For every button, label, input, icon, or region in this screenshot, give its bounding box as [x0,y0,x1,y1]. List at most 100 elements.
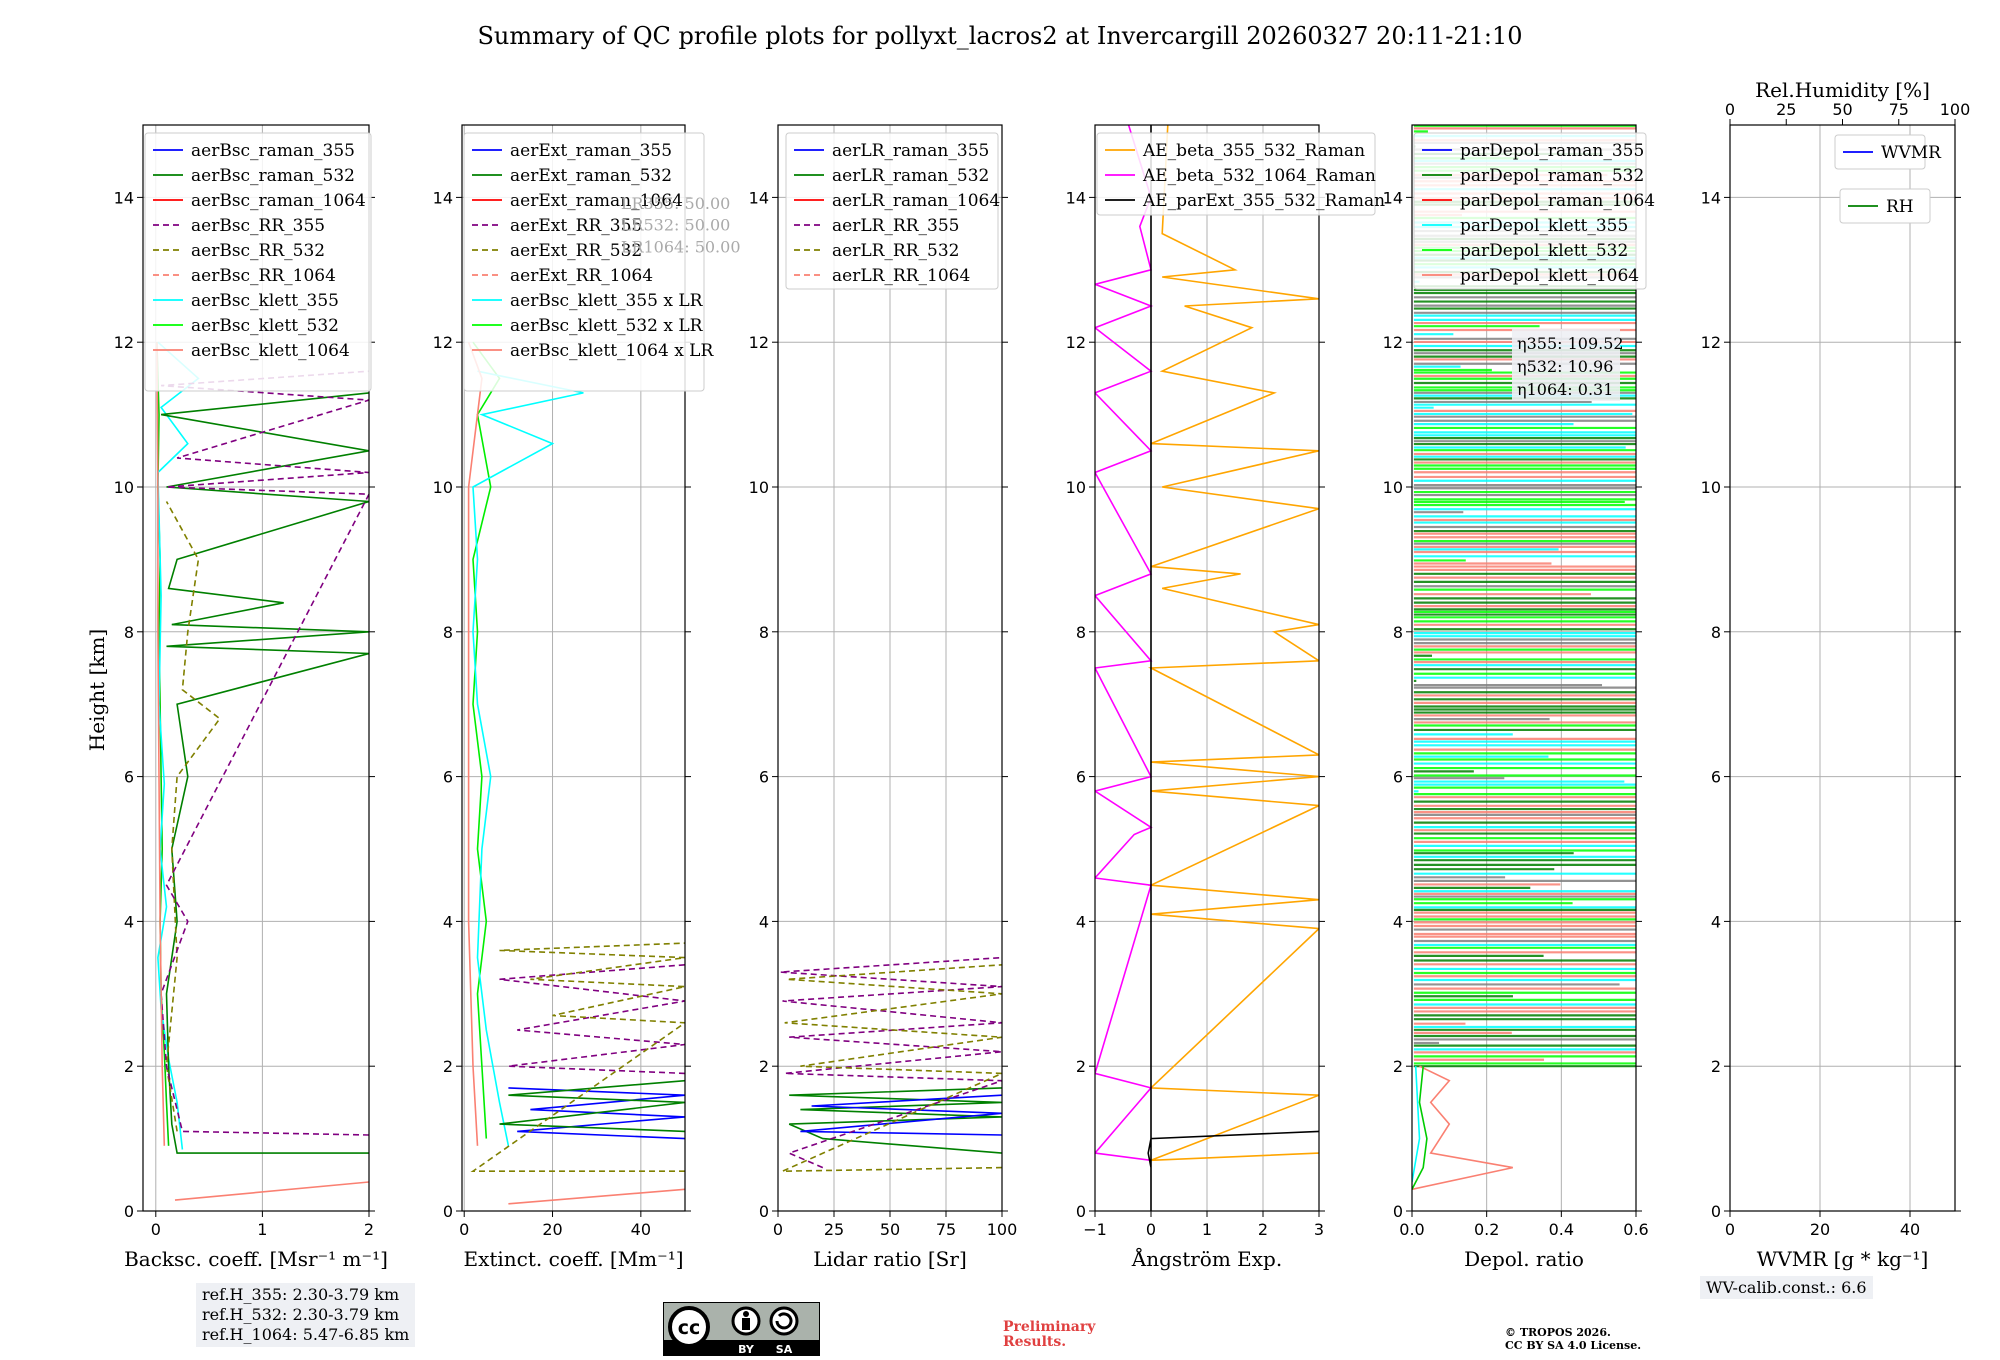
legend-label: parDepol_raman_532 [1460,166,1644,186]
panel-ext: 0 20 40 0 2 4 6 8 10 12 14 Extinct. coeff. [Mm⁻¹] ae… [433,124,741,1271]
legend-label: RH [1886,197,1914,217]
legend-label: aerBsc_RR_532 [191,241,325,261]
legend-label: aerExt_RR_532 [510,241,642,261]
x-tick-label: 40 [631,1220,651,1239]
y-tick-label: 8 [443,623,453,642]
legend-label: aerBsc_raman_532 [191,166,355,186]
legend-label: aerExt_raman_1064 [510,191,683,211]
y-tick-label: 8 [1711,623,1721,642]
y-tick-label: 12 [1383,333,1403,352]
x-tick-label: 0 [151,1220,161,1239]
x-tick-label: 100 [987,1220,1018,1239]
preliminary-line-2: Results. [1003,1334,1067,1350]
x-tick-label: 0 [1146,1220,1156,1239]
ref-line-355: ref.H_355: 2.30-3.79 km [202,1285,400,1304]
sa-icon [769,1306,799,1336]
lidar-ratio-note: LR1064: 50.00 [621,237,741,256]
cc-license-badge: cc BY SA [663,1302,820,1356]
y-tick-label: 4 [124,912,134,931]
series-aerext-rr-532 [470,942,685,1172]
plot-area [1095,125,1319,1211]
lidar-ratio-note: LR532: 50.00 [621,216,731,235]
y-tick-label: 10 [1066,478,1086,497]
y-tick-label: 4 [1076,912,1086,931]
panel-frame [461,124,686,1212]
plot-area [156,341,369,1201]
x-tick-label: 20 [1810,1220,1830,1239]
y-tick-label: 14 [1383,188,1403,207]
legend-label: aerBsc_klett_532 [191,316,339,336]
series-aerext-raman-532 [499,1079,685,1133]
x-tick-label: −1 [1083,1220,1107,1239]
series-aerbsc-raman-1064 [174,1181,369,1201]
y-tick-label: 6 [443,768,453,787]
y-tick-label: 4 [1711,912,1721,931]
y-tick-label: 10 [114,478,134,497]
legend-label: aerBsc_klett_1064 x LR [510,341,714,361]
series-aerext-rr-355 [499,964,685,1075]
y-tick-label: 12 [433,333,453,352]
x2-tick-label: 25 [1776,100,1796,119]
series-aerbsc-klett-532-x-lr [472,341,501,1139]
series-ae-beta-355-532-raman [1147,125,1319,1162]
legend-label: aerLR_RR_355 [832,216,959,236]
series-pardepol-klett-355 [1412,1066,1421,1183]
series-aerbsc-rr-355 [160,370,369,1136]
x-tick-label: 1 [257,1220,267,1239]
x-tick-label: 25 [824,1220,844,1239]
y-tick-label: 0 [124,1202,134,1221]
series-aerbsc-klett-355 [157,341,200,1150]
eta-note: η355: 109.52 [1517,334,1624,353]
panel-frame [1729,124,1956,1212]
y-tick-label: 6 [1393,768,1403,787]
x-tick-label: 0 [773,1220,783,1239]
y-tick-label: 12 [749,333,769,352]
series-ae-parext-355-532-raman [1147,125,1319,1211]
x-tick-label: 20 [542,1220,562,1239]
plot-area [467,341,685,1205]
series-aerbsc-klett-355-x-lr [472,370,584,1146]
legend-box [785,132,999,290]
x2-tick-label: 100 [1940,100,1971,119]
legend-label: aerLR_raman_1064 [832,191,1000,211]
y-tick-label: 10 [1701,478,1721,497]
series-aerlr-raman-532 [788,1087,1002,1154]
y-tick-label: 10 [1383,478,1403,497]
ref-line-532: ref.H_532: 2.30-3.79 km [202,1305,400,1324]
series-aerlr-rr-355 [780,956,1002,1169]
preliminary-results-note: Preliminary Results. [1003,1320,1095,1350]
panel-depol: 0.0 0.2 0.4 0.6 0 2 4 6 8 10 12 14 Depol. ratio parDe… [1383,124,1655,1271]
y-tick-label: 0 [1711,1202,1721,1221]
x-tick-label: 0.6 [1623,1220,1648,1239]
legend-label: parDepol_klett_1064 [1460,266,1639,286]
eta-box [1512,329,1620,401]
x-tick-label: 0 [459,1220,469,1239]
legend-label: aerLR_RR_1064 [832,266,970,286]
legend-label: aerLR_raman_355 [832,141,989,161]
series-pardepol-klett-532 [1412,1066,1428,1190]
legend-box [144,132,372,392]
copyright-line-1: © TROPOS 2026. [1505,1326,1611,1339]
eta-note: η532: 10.96 [1517,357,1613,376]
y-tick-label: 12 [1066,333,1086,352]
x-tick-label: 40 [1900,1220,1920,1239]
series-ae-beta-532-1064-raman [1095,125,1154,1162]
y-tick-label: 0 [443,1202,453,1221]
legend-label: aerBsc_klett_532 x LR [510,316,704,336]
y-tick-label: 4 [1393,912,1403,931]
y-tick-label: 0 [1076,1202,1086,1221]
y-tick-label: 8 [1076,623,1086,642]
y-tick-label: 6 [759,768,769,787]
legend-label: WVMR [1881,143,1942,163]
legend-label: aerBsc_klett_355 x LR [510,291,704,311]
x-tick-label: 0 [1725,1220,1735,1239]
x-axis-label: Lidar ratio [Sr] [813,1247,967,1271]
legend-box [463,132,705,392]
cc-icon [668,1306,710,1348]
legend-label: aerExt_RR_1064 [510,266,653,286]
y-tick-label: 14 [1066,188,1086,207]
y-tick-label: 2 [759,1057,769,1076]
